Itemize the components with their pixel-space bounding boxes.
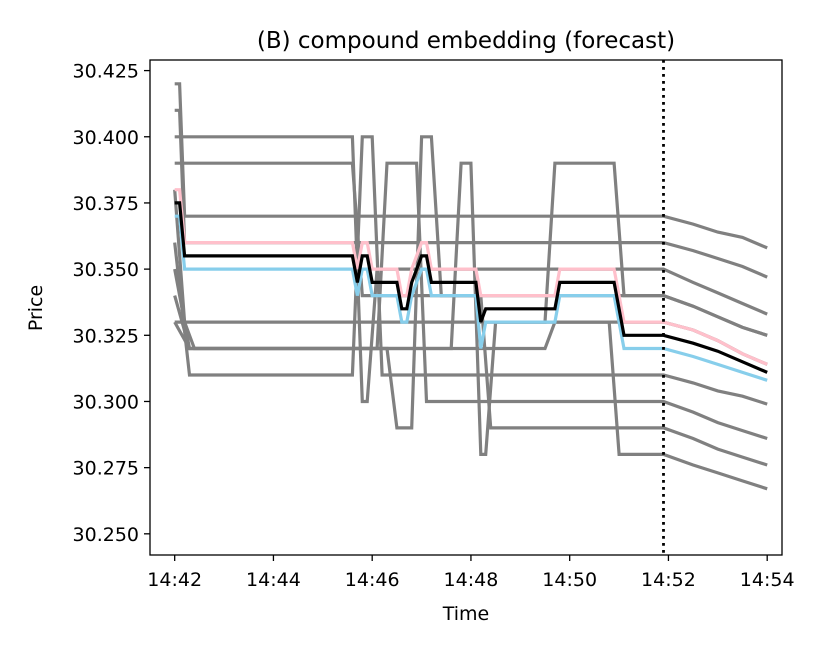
x-tick-label: 14:54 (740, 569, 795, 591)
y-axis-label: Price (25, 285, 47, 331)
median-line (174, 201, 768, 374)
y-tick-label: 30.325 (73, 325, 139, 347)
sample-line-1 (174, 82, 768, 250)
sample-line-6 (173, 135, 768, 406)
x-tick-label: 14:52 (641, 569, 696, 591)
y-tick-label: 30.300 (73, 391, 139, 413)
sample-line-2 (174, 108, 768, 279)
y-tick-label: 30.275 (73, 458, 139, 480)
y-axis: 30.250 30.275 30.300 30.325 30.350 30.375 30.4… (73, 61, 150, 546)
x-tick-label: 14:48 (444, 569, 499, 591)
y-tick-label: 30.375 (73, 193, 139, 215)
x-tick-label: 14:44 (246, 569, 301, 591)
plot-frame (149, 59, 783, 556)
upper-line (174, 188, 768, 366)
sample-line-10 (174, 320, 768, 491)
x-tick-label: 14:50 (542, 569, 597, 591)
x-axis: 14:42 14:44 14:46 14:48 14:50 14:52 14:54 (147, 555, 795, 591)
x-tick-label: 14:42 (147, 569, 202, 591)
y-tick-label: 30.350 (73, 259, 139, 281)
chart-title: (B) compound embedding (forecast) (257, 28, 675, 54)
y-tick-label: 30.425 (73, 61, 139, 83)
lower-line (174, 214, 768, 382)
y-tick-label: 30.250 (73, 524, 139, 546)
series-group (173, 82, 768, 491)
x-tick-label: 14:46 (345, 569, 400, 591)
sample-line-9 (173, 161, 768, 456)
x-axis-label: Time (442, 603, 490, 625)
y-tick-label: 30.400 (73, 127, 139, 149)
